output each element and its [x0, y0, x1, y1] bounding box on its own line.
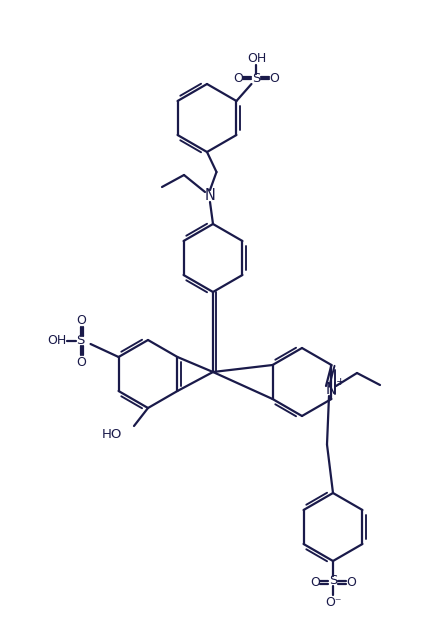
Text: O⁻: O⁻ [325, 596, 341, 609]
Text: OH: OH [47, 334, 66, 347]
Text: O: O [77, 313, 87, 327]
Text: O: O [310, 575, 320, 589]
Text: N: N [205, 189, 216, 204]
Text: S: S [329, 575, 337, 587]
Text: O: O [233, 71, 243, 85]
Text: S: S [76, 334, 85, 347]
Text: HO: HO [102, 428, 122, 440]
Text: O: O [270, 71, 279, 85]
Text: O: O [346, 575, 356, 589]
Text: S: S [252, 73, 261, 85]
Text: OH: OH [247, 51, 266, 64]
Text: O: O [77, 356, 87, 369]
Text: +: + [335, 377, 345, 387]
Text: N: N [325, 383, 336, 397]
